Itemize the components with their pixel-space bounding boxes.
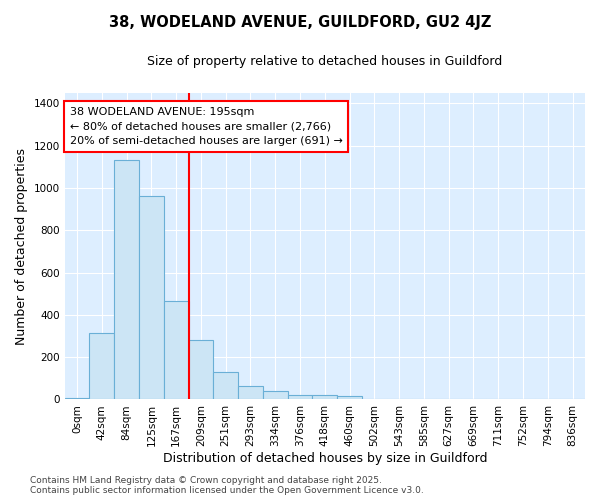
Bar [188, 340, 214, 400]
Bar [263, 390, 287, 400]
X-axis label: Distribution of detached houses by size in Guildford: Distribution of detached houses by size … [163, 452, 487, 465]
Bar [362, 399, 387, 400]
Bar [114, 160, 139, 400]
Bar [164, 301, 188, 400]
Bar [65, 398, 89, 400]
Bar [313, 395, 337, 400]
Title: Size of property relative to detached houses in Guildford: Size of property relative to detached ho… [147, 55, 502, 68]
Text: Contains HM Land Registry data © Crown copyright and database right 2025.
Contai: Contains HM Land Registry data © Crown c… [30, 476, 424, 495]
Bar [238, 386, 263, 400]
Text: 38, WODELAND AVENUE, GUILDFORD, GU2 4JZ: 38, WODELAND AVENUE, GUILDFORD, GU2 4JZ [109, 15, 491, 30]
Bar [287, 395, 313, 400]
Bar [89, 333, 114, 400]
Bar [139, 196, 164, 400]
Y-axis label: Number of detached properties: Number of detached properties [15, 148, 28, 344]
Text: 38 WODELAND AVENUE: 195sqm
← 80% of detached houses are smaller (2,766)
20% of s: 38 WODELAND AVENUE: 195sqm ← 80% of deta… [70, 106, 343, 146]
Bar [337, 396, 362, 400]
Bar [214, 372, 238, 400]
